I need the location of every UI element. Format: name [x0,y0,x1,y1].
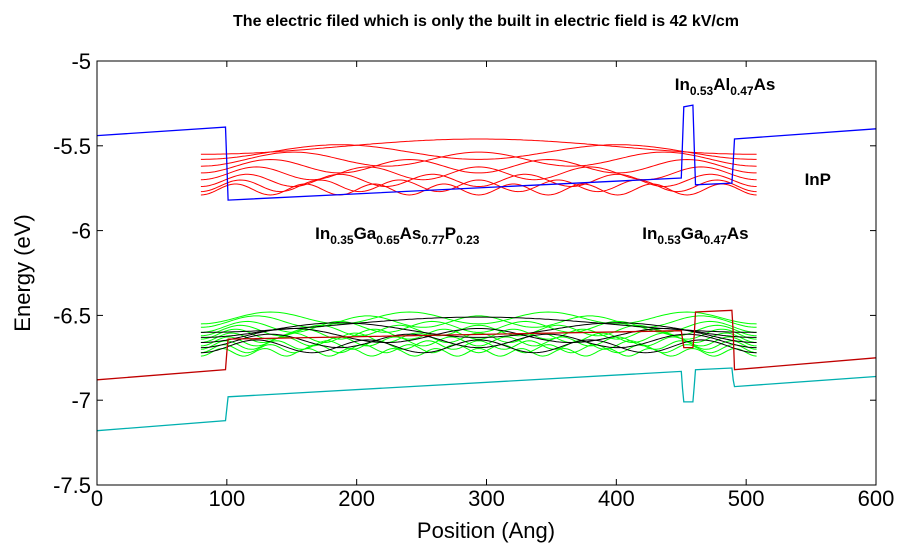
material-label-part: 0.23 [456,233,480,247]
y-axis-label: Energy (eV) [10,214,35,331]
x-tick-label: 0 [91,486,103,511]
material-label-part: In [315,224,330,243]
material-label-part: Ga [681,224,704,243]
material-label-part: In [642,224,657,243]
material-label-part: 0.53 [690,84,714,98]
material-label-part: In [675,75,690,94]
annotation-layer: In0.53Al0.47AsInPIn0.35Ga0.65As0.77P0.23… [315,75,831,247]
x-tick-label: 200 [338,486,375,511]
material-label-part: As [400,224,422,243]
material-label-inp: InP [805,170,831,189]
x-tick-label: 500 [728,486,765,511]
material-label-part: As [727,224,749,243]
y-tick-label: -5 [71,49,91,74]
hole-states-a-curve [200,320,757,333]
hole-states-a-curve [200,311,757,325]
wavefunction-layer [200,138,757,357]
electron-states-curve [200,151,757,167]
y-tick-label: -6.5 [53,303,91,328]
material-label-ingaasp: In0.35Ga0.65As0.77P0.23 [315,224,480,247]
material-label-part: 0.53 [657,233,681,247]
material-label-part: 0.47 [730,84,754,98]
y-tick-label: -5.5 [53,134,91,159]
electron-states-curve [200,179,757,193]
electron-states-curve [200,166,757,181]
conduction-band-line [96,104,877,201]
chart-title: The electric filed which is only the bui… [233,13,739,30]
x-tick-label: 600 [858,486,895,511]
hole-states-b-curve [200,339,757,354]
x-tick-label: 300 [468,486,505,511]
y-tick-label: -7 [71,388,91,413]
heavy-hole-band-line [96,309,877,381]
material-label-part: As [754,75,776,94]
material-label-part: InP [805,170,831,189]
hole-states-a-curve [200,332,757,344]
x-tick-label: 100 [208,486,245,511]
material-label-part: P [445,224,456,243]
material-label-part: 0.35 [330,233,354,247]
electron-states-group [200,138,757,196]
hole-states-a-curve [200,340,757,350]
electron-states-curve [200,158,757,174]
band-edge-layer [96,104,877,432]
electron-states-curve [200,138,757,155]
material-label-ingaas: In0.53Ga0.47As [642,224,748,247]
material-label-part: 0.65 [376,233,400,247]
hole-states-a-group [200,311,757,357]
tick-layer: 0 100 200 300 400 500 600 -5 -5.5 -6 -6.5 -7 -7.5 [53,49,894,511]
y-tick-label: -6 [71,219,91,244]
hole-states-b-curve [200,328,757,343]
hole-states-b-curve [200,322,757,338]
hole-states-a-curve [200,344,757,354]
material-label-part: Al [713,75,730,94]
y-tick-label: -7.5 [53,473,91,498]
x-tick-label: 400 [598,486,635,511]
light-hole-band-line [96,367,877,432]
hole-states-a-curve [200,336,757,347]
material-label-part: Ga [354,224,377,243]
material-label-part: 0.47 [703,233,727,247]
electron-states-curve [200,144,757,160]
hole-states-a-curve [200,347,757,357]
x-axis-label: Position (Ang) [417,518,555,543]
material-label-inalas: In0.53Al0.47As [675,75,776,98]
hole-states-a-curve [200,315,757,328]
material-label-part: 0.77 [421,233,445,247]
electron-states-curve [200,183,757,196]
